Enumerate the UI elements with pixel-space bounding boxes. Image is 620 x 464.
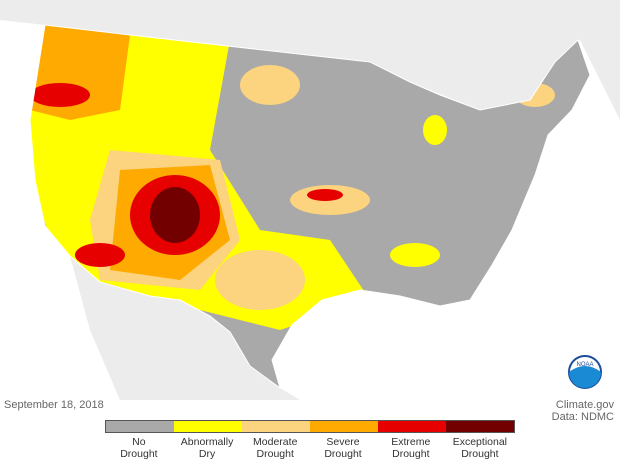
legend-swatch xyxy=(106,421,174,432)
legend-label: Abnormally Dry xyxy=(180,436,234,460)
credit-source: Data: NDMC xyxy=(551,411,614,423)
legend-label: Exceptional Drought xyxy=(452,436,508,460)
legend-swatch xyxy=(174,421,242,432)
legend-swatch xyxy=(242,421,310,432)
legend-swatch xyxy=(446,421,514,432)
map: NOAA xyxy=(0,0,620,400)
noaa-logo: NOAA xyxy=(568,355,602,389)
legend-label: Moderate Drought xyxy=(253,436,298,460)
legend-labels: No Drought Abnormally Dry Moderate Drought… xyxy=(105,436,515,460)
mexico xyxy=(70,256,300,400)
legend-label: Extreme Drought xyxy=(391,436,431,460)
canada xyxy=(0,0,620,120)
legend-swatch xyxy=(310,421,378,432)
logo-text: NOAA xyxy=(576,362,593,368)
legend-label: Severe Drought xyxy=(324,436,362,460)
legend-label: No Drought xyxy=(120,436,158,460)
legend-swatch xyxy=(378,421,446,432)
credit-site: Climate.gov xyxy=(555,399,614,411)
legend-bar xyxy=(105,420,515,433)
date: September 18, 2018 xyxy=(4,399,104,411)
drought-areas xyxy=(30,25,555,330)
